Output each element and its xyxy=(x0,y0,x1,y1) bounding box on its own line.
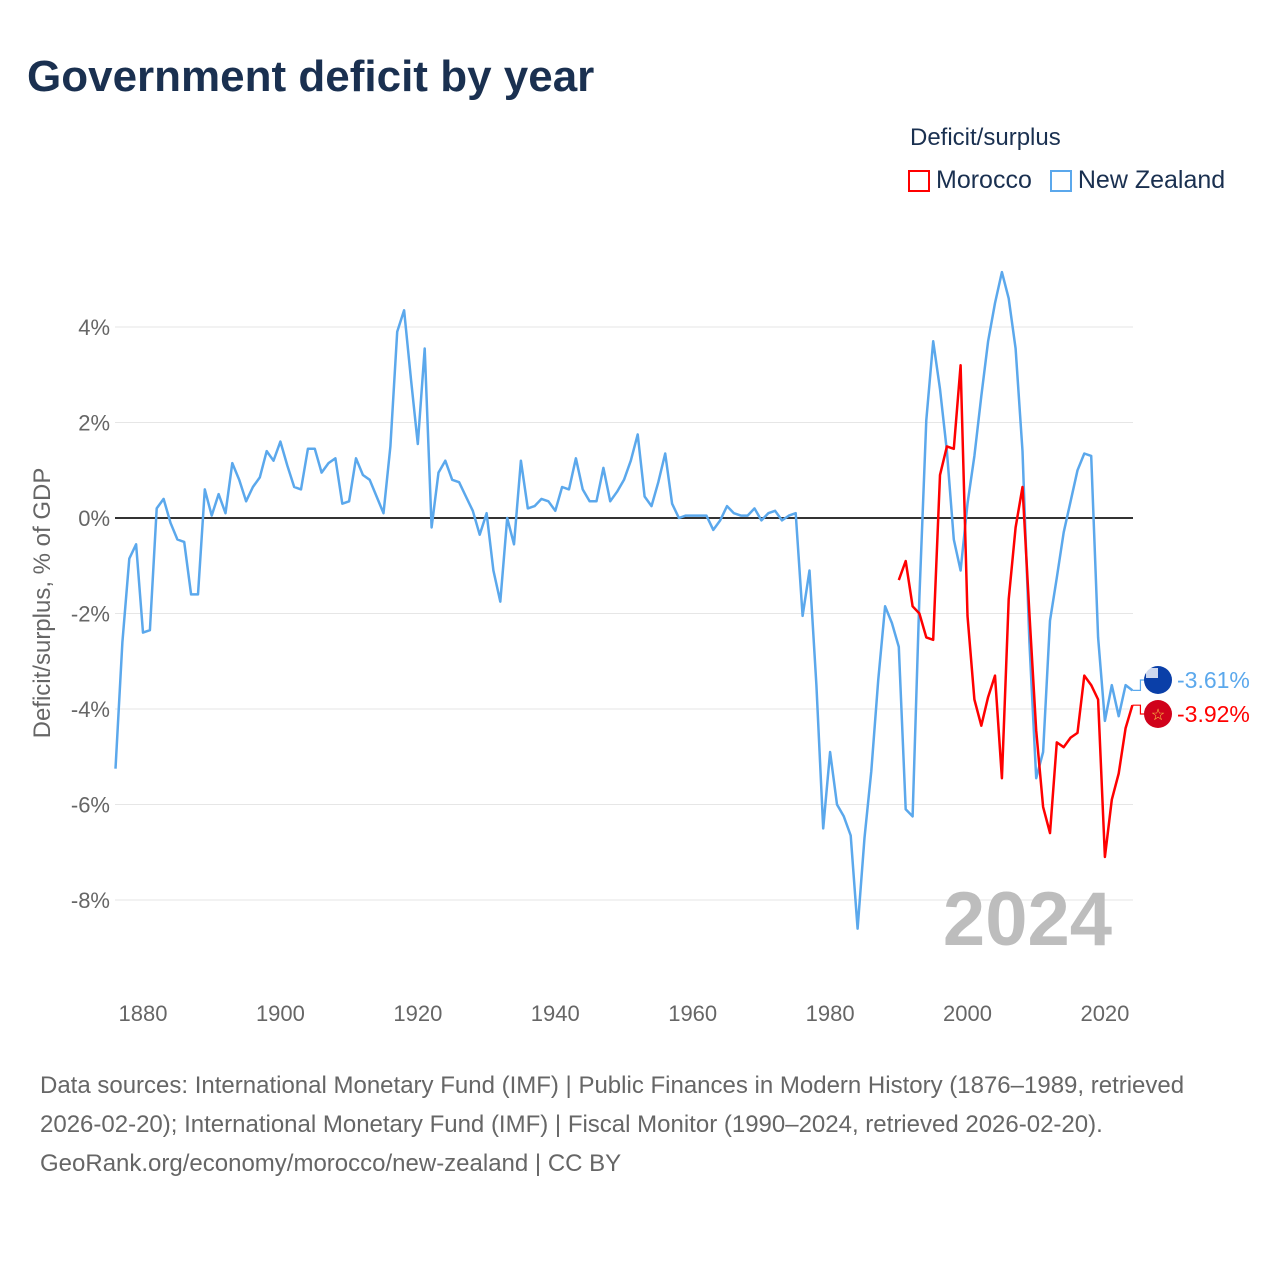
y-axis-label: Deficit/surplus, % of GDP xyxy=(29,468,56,739)
footer: Data sources: International Monetary Fun… xyxy=(40,1066,1240,1183)
series-line-morocco[interactable] xyxy=(897,363,1134,859)
line-chart: -8% -6% -4% -2% 0% 2% 4% 1880 1900 1920 1940 1960 19… xyxy=(29,270,1250,1026)
credit-link[interactable]: GeoRank.org/economy/morocco/new-zealand … xyxy=(40,1150,622,1177)
x-tick-label: 2020 xyxy=(1080,1001,1129,1026)
y-tick-label: -4% xyxy=(71,697,110,722)
data-sources: Data sources: International Monetary Fun… xyxy=(40,1072,1185,1138)
end-value-label: -3.92% xyxy=(1177,701,1250,727)
y-tick-label: -2% xyxy=(71,602,110,627)
morocco-flag-icon xyxy=(1144,700,1172,728)
legend-swatch-morocco xyxy=(908,169,930,192)
x-tick-label: 1960 xyxy=(668,1001,717,1026)
x-tick-label: 1900 xyxy=(256,1001,305,1026)
y-tick-label: -8% xyxy=(71,888,110,913)
legend-title: Deficit/surplus xyxy=(910,124,1061,151)
end-value-label: -3.61% xyxy=(1177,667,1250,693)
star-icon: ☆ xyxy=(1151,707,1165,724)
year-watermark: 2024 xyxy=(943,877,1112,962)
end-connector xyxy=(1132,679,1145,691)
x-tick-label: 1940 xyxy=(531,1001,580,1026)
y-tick-label: 2% xyxy=(78,411,110,436)
legend-label: Morocco xyxy=(936,166,1032,194)
legend-item-morocco[interactable]: Morocco xyxy=(908,166,1032,195)
page-title: Government deficit by year xyxy=(27,52,595,101)
x-tick-label: 1920 xyxy=(393,1001,442,1026)
legend-item-new-zealand[interactable]: New Zealand xyxy=(1049,166,1226,195)
union-jack-icon xyxy=(1146,668,1158,678)
y-tick-label: 0% xyxy=(78,506,110,531)
legend-label: New Zealand xyxy=(1077,166,1226,194)
x-tick-label: 1980 xyxy=(806,1001,855,1026)
legend-swatch-new-zealand xyxy=(1049,169,1072,192)
y-tick-label: -6% xyxy=(71,793,110,818)
legend: Morocco New Zealand xyxy=(908,166,1225,195)
x-tick-label: 1880 xyxy=(119,1001,168,1026)
y-tick-label: 4% xyxy=(78,315,110,340)
series-line-new-zealand[interactable] xyxy=(114,270,1134,930)
x-tick-label: 2000 xyxy=(943,1001,992,1026)
end-connector xyxy=(1132,704,1145,715)
